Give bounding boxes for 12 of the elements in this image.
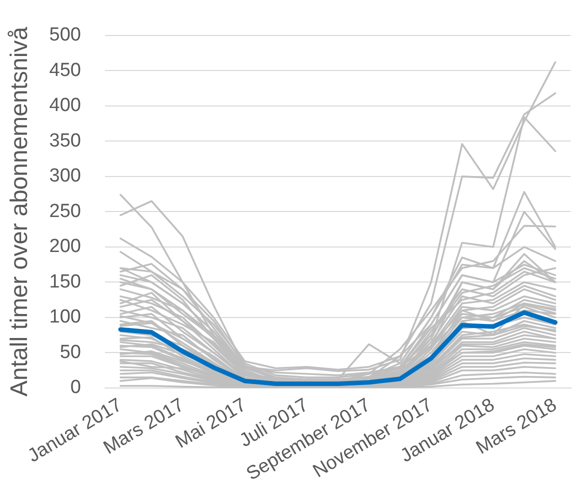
y-tick-label: 400 <box>49 95 81 116</box>
y-tick-label: 250 <box>49 200 81 222</box>
y-tick-label: 350 <box>49 130 81 152</box>
y-tick-label: 200 <box>49 236 81 258</box>
y-tick-label: 50 <box>60 342 81 363</box>
y-tick-label: 150 <box>49 271 81 292</box>
y-tick-label: 0 <box>70 377 81 398</box>
y-tick-label: 500 <box>49 24 81 46</box>
y-tick-label: 100 <box>49 306 81 328</box>
y-axis-title: Antall timer over abonnementsnivå <box>6 26 34 396</box>
y-tick-label: 300 <box>49 166 81 187</box>
y-tick-label: 450 <box>49 60 81 81</box>
